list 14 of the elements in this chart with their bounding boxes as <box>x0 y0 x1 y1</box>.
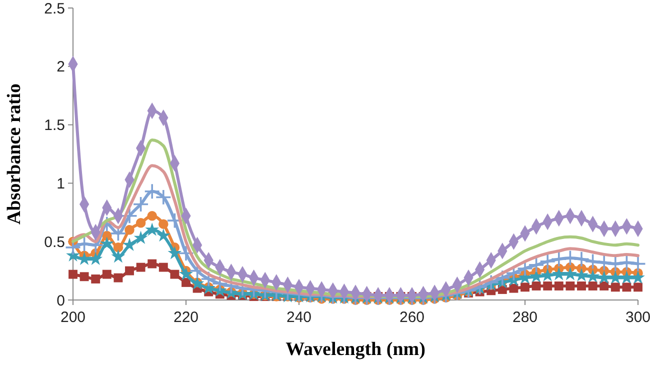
x-axis-title: Wavelength (nm) <box>286 339 426 360</box>
y-tick-label: 0.5 <box>44 234 65 251</box>
y-tick-label: 1 <box>56 175 65 192</box>
y-tick-label: 2.5 <box>44 0 65 18</box>
y-axis-title: Absorbance ratio <box>4 84 25 224</box>
x-tick-label: 220 <box>173 309 199 326</box>
y-tick-label: 2 <box>56 58 65 76</box>
x-tick-label: 200 <box>60 309 86 326</box>
x-tick-label: 300 <box>625 309 650 326</box>
y-tick-label: 1.5 <box>44 117 65 134</box>
y-tick-label: 0 <box>56 292 65 310</box>
x-tick-label: 280 <box>512 309 538 326</box>
x-tick-label: 240 <box>286 309 312 326</box>
x-tick-label: 260 <box>399 309 425 326</box>
